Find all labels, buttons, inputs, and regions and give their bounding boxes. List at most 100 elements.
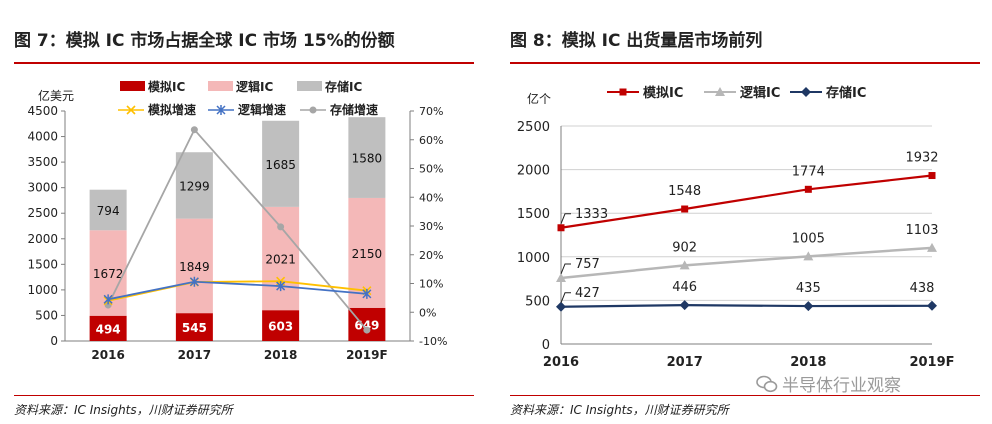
x-tick-label: 2016 <box>91 348 124 362</box>
legend-label-3: 存储IC <box>324 79 362 94</box>
y2-tick-label: 70% <box>419 105 443 118</box>
growth-point-2 <box>362 288 372 299</box>
bar-value-label: 2021 <box>265 253 296 267</box>
data-label: 902 <box>672 240 697 255</box>
y-tick-label: 4000 <box>27 130 58 144</box>
y-tick-label: 1500 <box>517 207 550 222</box>
legend-swatch-2 <box>208 81 233 91</box>
bar-1 <box>175 313 213 341</box>
bar-value-label: 1299 <box>179 179 210 193</box>
bar-3 <box>262 120 300 207</box>
growth-point-2 <box>189 276 199 287</box>
growth-point-2 <box>276 281 286 292</box>
bar-value-label: 545 <box>182 321 207 335</box>
right-chart-title: 图 8：模拟 IC 出货量居市场前列 <box>510 31 763 51</box>
data-point-3 <box>556 301 566 312</box>
y2-tick-label: 0% <box>419 306 436 319</box>
y-tick-label: 2500 <box>517 120 550 135</box>
x-tick-label: 2019F <box>346 348 388 362</box>
x-tick-label: 2018 <box>264 348 297 362</box>
bar-2 <box>175 218 213 314</box>
data-label: 446 <box>672 280 697 295</box>
data-point-1 <box>557 224 565 232</box>
data-label: 757 <box>575 257 600 272</box>
data-label: 427 <box>575 286 600 301</box>
y2-tick-label: 40% <box>419 191 443 204</box>
left-source-rule <box>14 395 474 396</box>
growth-line-2 <box>107 280 367 301</box>
bar-value-label: 794 <box>97 204 120 218</box>
left-chart-title: 图 7：模拟 IC 市场占据全球 IC 市场 15%的份额 <box>14 31 395 51</box>
bar-1 <box>348 307 386 341</box>
wechat-icon <box>756 375 778 392</box>
leader-line <box>560 213 571 224</box>
bar-1 <box>89 315 127 341</box>
data-point-2 <box>803 251 814 261</box>
bar-value-label: 1685 <box>265 158 296 172</box>
y-tick-label: 2500 <box>27 206 58 220</box>
y2-tick-label: 50% <box>419 163 443 176</box>
legend-label-1: 模拟IC <box>148 79 185 94</box>
bar-value-label: 1580 <box>352 152 383 166</box>
left-y-axis-title: 亿美元 <box>38 88 74 103</box>
y-tick-label: 1000 <box>27 283 58 297</box>
y2-tick-label: 20% <box>419 249 443 262</box>
data-label: 1005 <box>792 231 825 246</box>
growth-point-3 <box>363 326 371 334</box>
series-line-1 <box>560 174 933 229</box>
data-point-2 <box>679 260 690 270</box>
y-tick-label: 3500 <box>27 155 58 169</box>
bar-3 <box>348 117 386 198</box>
legend-line-marker-1 <box>126 105 136 115</box>
legend-label-1: 模拟IC <box>643 85 683 101</box>
legend-label-2: 逻辑IC <box>236 79 273 94</box>
y2-tick-label: 30% <box>419 220 443 233</box>
data-point-3 <box>927 300 937 311</box>
legend-swatch-3 <box>297 81 322 91</box>
leader-line <box>560 263 571 275</box>
y-tick-label: 500 <box>525 294 550 309</box>
data-label: 1932 <box>905 151 938 166</box>
data-point-1 <box>804 185 812 193</box>
legend-label-2: 逻辑IC <box>740 85 780 101</box>
watermark-text: 半导体行业观察 <box>782 376 901 396</box>
bar-3 <box>89 189 127 231</box>
right-y-axis-title: 亿个 <box>527 91 551 106</box>
growth-line-3 <box>107 128 368 331</box>
data-label: 1548 <box>668 184 701 199</box>
watermark: 半导体行业观察 <box>756 371 901 396</box>
y-tick-label: 0 <box>542 338 550 353</box>
y-tick-label: 4500 <box>27 104 58 118</box>
legend-line-label-2: 逻辑增速 <box>238 102 286 117</box>
data-point-2 <box>556 272 566 282</box>
legend-marker-3 <box>801 87 811 97</box>
legend-marker-1 <box>619 88 627 96</box>
left-title-rule <box>14 62 474 64</box>
bar-value-label: 494 <box>96 322 121 336</box>
x-tick-label: 2017 <box>667 355 703 370</box>
data-label: 438 <box>910 281 935 296</box>
bar-1 <box>262 310 300 341</box>
legend-line-marker-3 <box>309 106 317 114</box>
bar-value-label: 1672 <box>93 267 124 281</box>
x-tick-label: 2016 <box>543 355 579 370</box>
y-tick-label: 1500 <box>27 257 58 271</box>
legend-marker-2 <box>715 87 725 96</box>
data-point-1 <box>928 172 936 180</box>
data-point-1 <box>681 205 689 213</box>
growth-point-3 <box>190 126 198 134</box>
data-label: 1103 <box>905 223 938 238</box>
legend-line-marker-2 <box>216 105 226 115</box>
data-label: 1774 <box>792 164 825 179</box>
data-label: 435 <box>796 281 821 296</box>
y-tick-label: 1000 <box>517 251 550 266</box>
left-source-note: 资料来源：IC Insights，川财证券研究所 <box>14 403 233 417</box>
bar-3 <box>175 152 213 219</box>
y2-tick-label: 60% <box>419 134 443 147</box>
data-point-3 <box>803 301 814 312</box>
legend-swatch-1 <box>120 81 145 91</box>
right-title-rule <box>510 62 980 64</box>
growth-point-3 <box>277 223 285 231</box>
right-source-rule <box>510 395 980 396</box>
left-stacked-bar-chart: 亿美元 模拟IC 逻辑IC 存储IC 模拟增速 逻辑增速 存储增速 0 500 1000 1500 2… <box>27 79 447 362</box>
